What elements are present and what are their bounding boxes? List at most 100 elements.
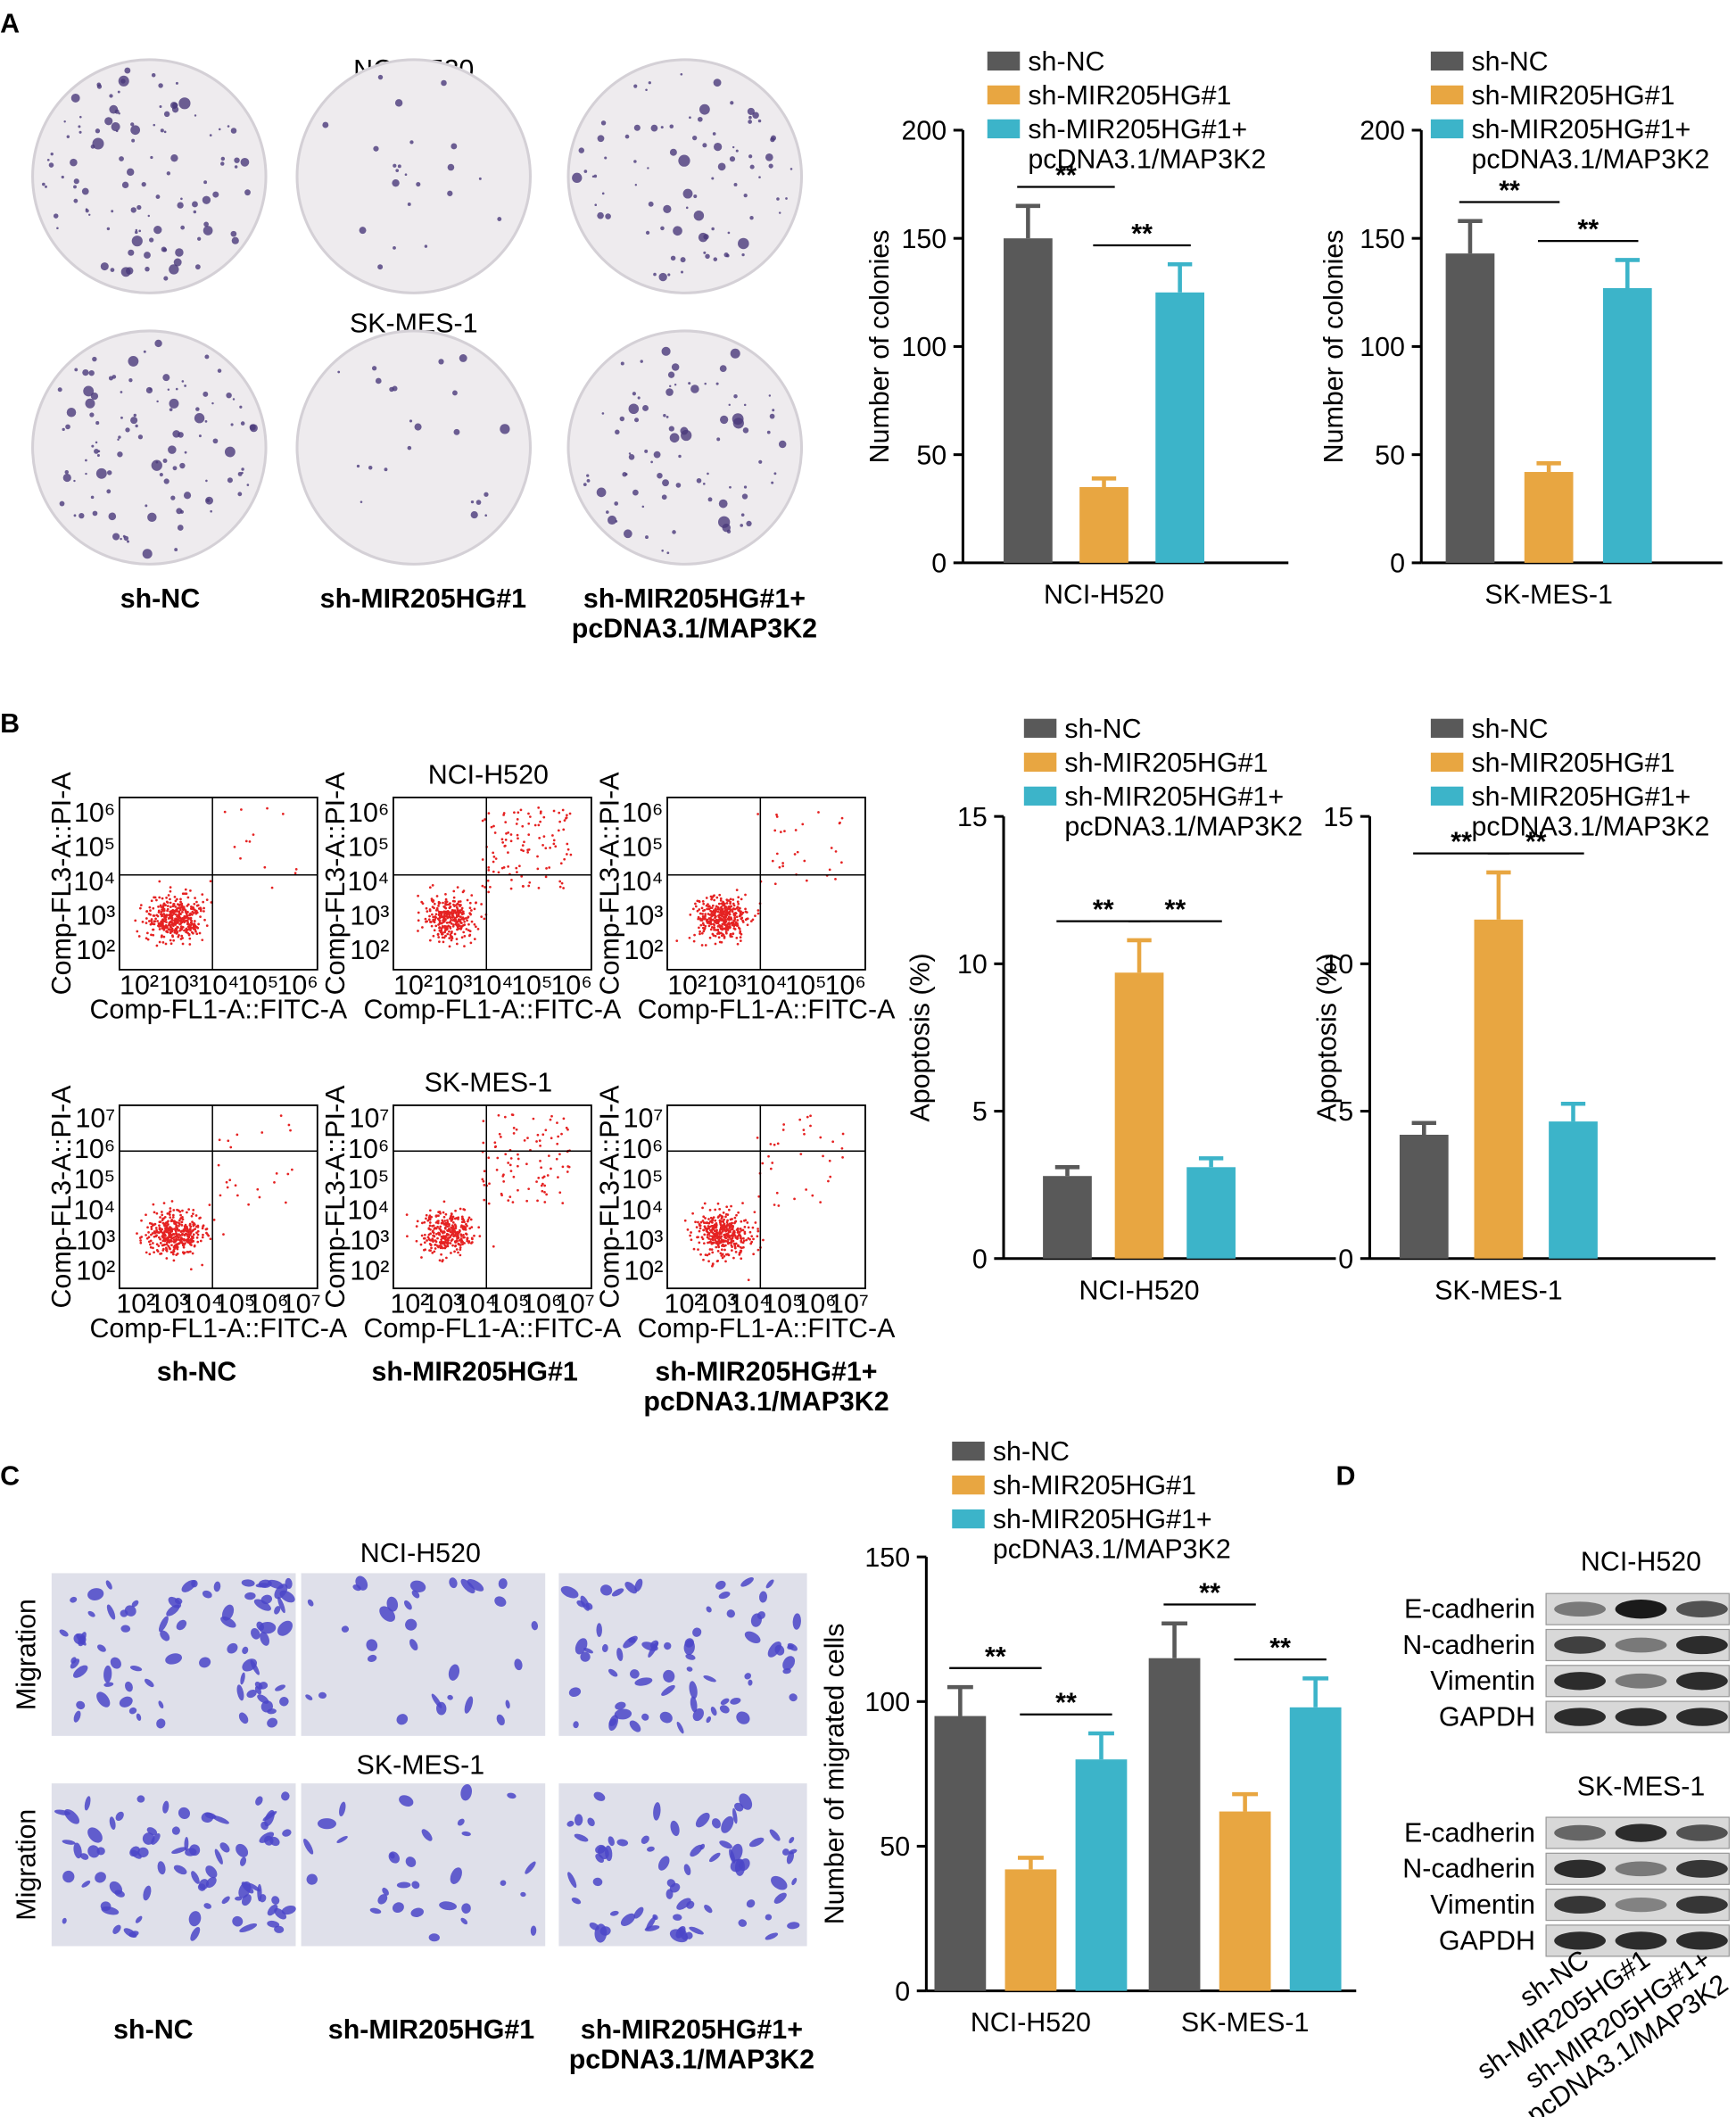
flow-event [270, 886, 274, 889]
flow-event [730, 1237, 732, 1241]
flow-event [182, 1252, 186, 1255]
migrated-cell [596, 1623, 602, 1638]
flow-event [717, 919, 720, 922]
flow-event [721, 922, 724, 926]
flow-event [536, 855, 539, 858]
colony [133, 413, 136, 418]
colony [607, 515, 617, 525]
flow-event [536, 867, 540, 871]
colony [174, 548, 178, 551]
colony [699, 103, 710, 115]
flow-event [436, 1225, 439, 1228]
flow-x-tick-label: 10² [116, 1289, 155, 1319]
flow-x-label: Comp-FL1-A::FITC-A [89, 995, 347, 1025]
flow-event [740, 913, 743, 916]
flow-event [195, 1236, 199, 1239]
colony [150, 155, 153, 160]
flow-event [793, 853, 797, 856]
colony [156, 400, 159, 403]
flow-event [443, 1227, 447, 1230]
flow-event [743, 1225, 747, 1228]
colony [717, 162, 726, 171]
migrated-cell [759, 1591, 768, 1603]
error-bar [1198, 1156, 1224, 1168]
migrated-cell [87, 1845, 100, 1858]
colony [663, 414, 666, 418]
migrated-cell [599, 1584, 613, 1596]
flow-event [756, 909, 760, 912]
flow-event [450, 911, 453, 914]
flow-event [184, 1232, 187, 1236]
flow-event [803, 859, 806, 863]
y-axis-label: Number of colonies [864, 229, 895, 463]
bar [1079, 487, 1128, 563]
migrated-cell [661, 1684, 675, 1696]
flow-event [428, 1209, 432, 1212]
flow-event [201, 1236, 204, 1239]
flow-event [192, 1208, 195, 1211]
migrated-cell [648, 1642, 658, 1658]
flow-event [562, 828, 566, 831]
flow-event [540, 1166, 542, 1170]
colony [712, 132, 716, 136]
flow-event [470, 920, 474, 923]
flow-event [699, 1253, 702, 1256]
flow-y-tick-label: 10⁶ [348, 1134, 389, 1164]
flow-event [710, 906, 714, 910]
migration-image [51, 1783, 296, 1947]
flow-event [736, 900, 740, 904]
significance-label: ** [1525, 827, 1547, 857]
flow-event [507, 1162, 510, 1164]
flow-event [266, 806, 269, 810]
flow-event [767, 1154, 770, 1158]
flow-event [451, 899, 455, 903]
migrated-cell [124, 1605, 136, 1617]
flow-event [737, 902, 740, 906]
flow-event [457, 900, 460, 904]
colony [162, 247, 168, 252]
colony [735, 149, 739, 153]
flow-event [178, 1222, 181, 1226]
flow-event [756, 1235, 759, 1238]
migrated-cell [791, 1877, 798, 1886]
flow-y-tick-label: 10³ [624, 901, 664, 931]
colony [195, 407, 200, 411]
flow-event [157, 1236, 161, 1239]
flow-event [236, 1194, 239, 1197]
colony [137, 434, 144, 440]
migrated-cell [494, 1596, 507, 1608]
colony [130, 417, 138, 425]
flow-event [704, 944, 707, 947]
bar [934, 1716, 987, 1991]
flow-event [464, 916, 467, 920]
migrated-cell [405, 1618, 417, 1631]
colony [644, 449, 649, 453]
colony [727, 231, 731, 235]
migrated-cell [70, 1596, 78, 1603]
flow-event [483, 1184, 486, 1187]
flow-event [424, 917, 427, 921]
colony [743, 193, 748, 198]
flow-event [441, 1219, 444, 1222]
flow-event [174, 913, 178, 916]
flow-event [520, 875, 524, 878]
colony [409, 419, 413, 423]
flow-event [443, 926, 447, 930]
flow-event [181, 911, 184, 914]
flow-event [173, 895, 177, 898]
colony [407, 445, 412, 451]
migrated-cell [719, 1840, 732, 1849]
flow-event [532, 1117, 535, 1121]
flow-event [740, 1229, 743, 1232]
flow-event [183, 921, 186, 923]
flow-event [196, 1233, 200, 1236]
flow-event [466, 919, 468, 922]
flow-event [423, 1241, 426, 1245]
migration-image [301, 1783, 546, 1947]
flow-event [720, 1231, 723, 1235]
flow-event [159, 924, 162, 928]
migrated-cell [238, 1712, 249, 1724]
flow-x-tick-label: 10⁵ [785, 970, 826, 1000]
colony [110, 268, 115, 272]
flow-event [557, 1135, 560, 1138]
